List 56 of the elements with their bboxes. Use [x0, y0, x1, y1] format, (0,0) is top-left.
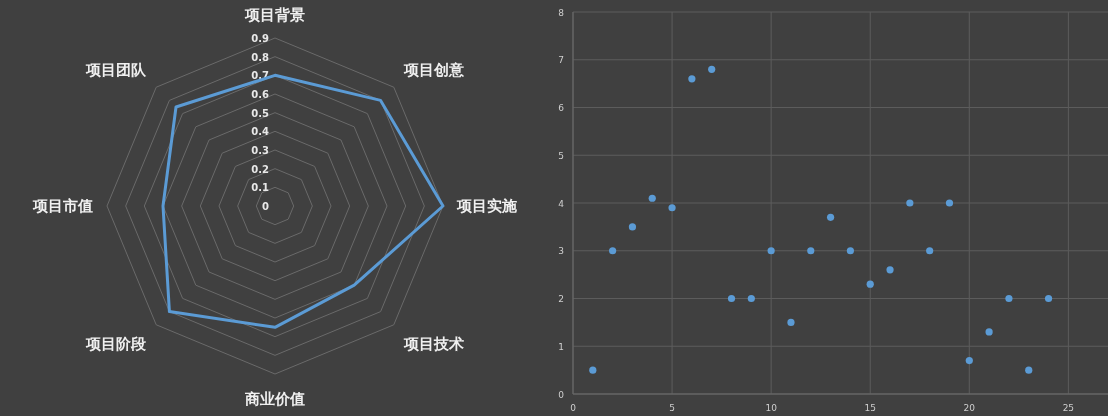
- y-tick-label: 0.3: [251, 145, 270, 156]
- point: [985, 328, 993, 336]
- y-tick-label: 4: [558, 198, 565, 209]
- y-tick-label: 8: [558, 7, 565, 18]
- point: [688, 75, 696, 83]
- y-tick-label: 0.6: [251, 89, 270, 100]
- point: [787, 318, 795, 326]
- spoke-label: 项目团队: [85, 61, 148, 80]
- point: [945, 199, 954, 207]
- x-tick-label: 0: [570, 403, 577, 413]
- y-tick-label: 2: [558, 294, 564, 304]
- point: [609, 247, 617, 255]
- y-tick-label: 0: [558, 389, 565, 400]
- point: [826, 213, 835, 221]
- y-tick-label: 1: [558, 341, 564, 352]
- point: [1044, 294, 1053, 303]
- point: [589, 366, 597, 374]
- point: [1005, 294, 1013, 303]
- y-tick-label: 0.5: [251, 107, 270, 119]
- point: [846, 247, 855, 255]
- point: [866, 280, 874, 288]
- point: [1025, 366, 1033, 374]
- point: [767, 247, 775, 255]
- point: [926, 247, 934, 255]
- y-tick-label: 0: [262, 201, 270, 212]
- spoke-label: 商业价值: [244, 390, 305, 408]
- spoke-label: 项目创意: [402, 61, 465, 80]
- point: [906, 199, 914, 207]
- y-tick-label: 6: [558, 103, 565, 113]
- spoke-label: 项目市值: [32, 197, 93, 215]
- y-tick-label: 0.8: [251, 51, 270, 63]
- point: [727, 294, 736, 303]
- point: [668, 204, 676, 212]
- point: [628, 223, 637, 231]
- y-tick-label: 7: [558, 55, 564, 66]
- point: [747, 294, 755, 303]
- point: [708, 65, 716, 73]
- y-tick-label: 3: [558, 246, 564, 257]
- x-tick-label: 25: [1062, 403, 1075, 413]
- x-tick-label: 10: [765, 403, 778, 413]
- x-tick-label: 5: [669, 403, 675, 413]
- spoke-label: 项目技术: [402, 334, 464, 353]
- spoke-label: 项目阶段: [85, 334, 148, 353]
- y-tick-label: 0.2: [251, 163, 270, 175]
- point: [807, 247, 815, 255]
- point: [648, 194, 656, 202]
- y-tick-label: 5: [558, 150, 564, 161]
- y-tick-label: 0.1: [251, 182, 270, 194]
- point: [965, 356, 973, 365]
- y-tick-label: 0.9: [251, 33, 270, 44]
- spoke-label: 项目实施: [456, 197, 518, 215]
- x-tick-label: 20: [963, 403, 976, 413]
- point: [886, 266, 894, 274]
- y-tick-label: 0.4: [251, 126, 270, 138]
- x-tick-label: 15: [864, 403, 876, 413]
- spoke-label: 项目背景: [244, 6, 305, 24]
